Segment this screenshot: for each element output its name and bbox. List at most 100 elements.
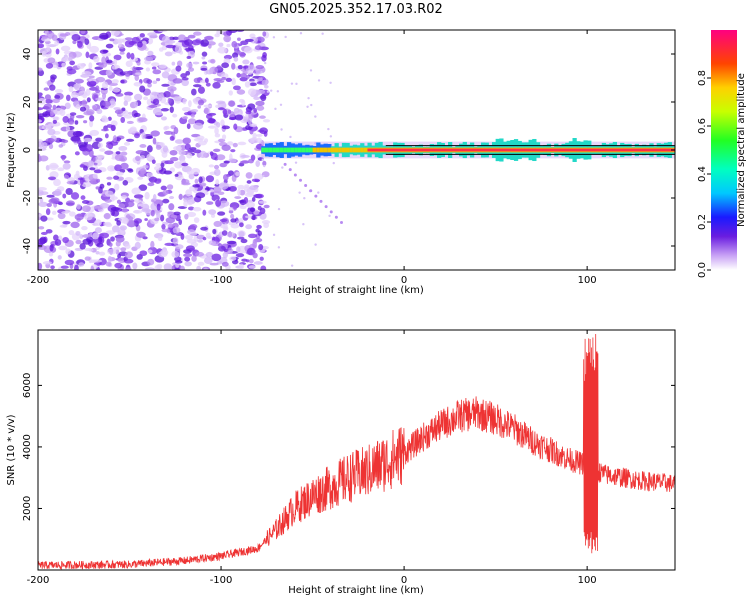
spectrogram-noise-mark — [154, 178, 162, 184]
spectrogram-noise-mark — [110, 206, 120, 212]
spectrogram-noise-mark — [185, 189, 192, 197]
spectrogram-sparse-mark — [281, 166, 284, 169]
spectrogram-noise-mark — [63, 174, 69, 179]
spectrogram-noise-mark — [235, 253, 245, 258]
spectrogram-noise-mark — [226, 232, 236, 238]
spectrogram-noise-mark — [221, 261, 229, 267]
spectrogram-noise-mark — [89, 115, 95, 122]
chart-title: GN05.2025.352.17.03.R02 — [269, 2, 443, 17]
spectrogram-noise-mark — [172, 78, 183, 84]
spectrogram-noise-mark — [62, 220, 71, 225]
spectrogram-y-label: Frequency (Hz) — [6, 112, 17, 188]
spectrogram-noise-mark — [223, 160, 231, 164]
spectrogram-noise-mark — [72, 130, 83, 137]
spectrogram-noise-mark — [46, 45, 51, 53]
spectrogram-noise-mark — [239, 76, 248, 82]
spectrogram-noise-mark — [217, 211, 226, 216]
spectrogram-noise-mark — [174, 173, 179, 177]
spectrogram-noise-mark — [68, 56, 73, 62]
spectrogram-noise-mark — [158, 47, 164, 52]
spectrogram-noise-mark — [75, 239, 82, 245]
spectrogram-noise-mark — [47, 176, 57, 181]
spectrogram-noise-mark — [103, 212, 111, 220]
spectrogram-noise-mark — [133, 67, 144, 71]
spectrogram-noise-mark — [150, 202, 158, 211]
spectrogram-sparse-mark — [314, 243, 317, 246]
spectrogram-noise-mark — [197, 261, 205, 266]
spectrogram-noise-mark — [38, 98, 47, 105]
spectrogram-tone-core — [363, 147, 369, 153]
spectrogram-noise-mark — [44, 40, 51, 45]
spectrogram-noise-mark — [240, 238, 248, 244]
spectrogram-tone-core — [341, 147, 347, 153]
spectrogram-noise-mark — [236, 246, 241, 253]
spectrogram-noise-mark — [262, 31, 267, 37]
spectrogram-noise-mark — [160, 162, 165, 168]
spectrogram-noise-mark — [237, 188, 241, 196]
spectrogram-noise-mark — [230, 218, 237, 223]
spectrogram-noise-mark — [94, 219, 102, 227]
spectrogram-noise-mark — [260, 94, 267, 102]
spectrogram-noise-mark — [88, 160, 94, 166]
spectrogram-noise-mark — [119, 225, 128, 231]
spectrogram-noise-mark — [135, 155, 141, 161]
spectrogram-noise-mark — [80, 74, 90, 78]
spectrogram-noise-mark — [194, 178, 199, 184]
spectrogram-x-tick-label: -200 — [27, 275, 50, 286]
spectrogram-noise-mark — [120, 116, 126, 123]
spectrogram-noise-mark — [75, 104, 81, 110]
spectrogram-noise-mark — [84, 144, 93, 152]
spectrogram-noise-mark — [83, 137, 93, 143]
spectrogram-sparse-mark — [327, 127, 330, 131]
spectrogram-noise-mark — [179, 265, 185, 270]
spectrogram-noise-mark — [203, 36, 214, 41]
spectrogram-tone-core — [345, 147, 350, 153]
spectrogram-tone-core — [319, 147, 325, 153]
spectrogram-noise-mark — [109, 98, 116, 106]
spectrogram-x-tick-label: 0 — [401, 275, 407, 286]
spectrogram-noise-mark — [186, 62, 193, 69]
spectrogram-noise-mark — [218, 245, 226, 252]
spectrogram-noise-mark — [41, 35, 48, 39]
spectrogram-noise-mark — [238, 162, 245, 167]
spectrogram-noise-mark — [174, 267, 180, 270]
spectrogram-noise-mark — [161, 71, 170, 79]
spectrogram-noise-mark — [261, 54, 267, 62]
spectrogram-noise-mark — [214, 133, 221, 138]
colorbar-tick-label: 0.8 — [697, 70, 708, 86]
spectrogram-noise-mark — [208, 164, 215, 168]
spectrogram-noise-mark — [106, 124, 113, 128]
spectrogram-noise-mark — [52, 98, 60, 104]
spectrogram-noise-mark — [228, 100, 236, 107]
spectrogram-noise-mark — [236, 72, 241, 78]
spectrogram-noise-mark — [147, 249, 153, 254]
spectrogram-noise-mark — [45, 62, 54, 69]
spectrogram-noise-mark — [44, 99, 53, 104]
spectrogram-noise-mark — [96, 242, 104, 248]
spectrogram-noise-mark — [236, 89, 246, 95]
spectrogram-noise-mark — [258, 243, 264, 251]
spectrogram-noise-mark — [79, 243, 86, 250]
spectrogram-noise-mark — [40, 215, 48, 222]
snr-y-tick-label: 4000 — [22, 434, 33, 459]
spectrogram-noise-mark — [45, 208, 51, 216]
spectrogram-noise-mark — [125, 60, 133, 68]
spectrogram-noise-mark — [133, 100, 139, 108]
spectrogram-sparse-mark — [329, 81, 332, 84]
spectrogram-noise-mark — [118, 39, 122, 48]
spectrogram-noise-mark — [64, 102, 71, 110]
spectrogram-noise-mark — [39, 155, 49, 162]
spectrogram-sparse-mark — [277, 246, 281, 249]
spectrogram-noise-mark — [238, 263, 245, 270]
spectrogram-noise-mark — [85, 51, 90, 59]
spectrogram-noise-mark — [165, 44, 176, 49]
spectrogram-noise-mark — [102, 100, 112, 107]
spectrogram-noise-mark — [252, 241, 258, 248]
spectrogram-noise-mark — [182, 137, 192, 145]
spectrogram-streak-mark — [314, 194, 318, 198]
spectrogram-tone-core — [323, 147, 328, 153]
spectrogram-noise-mark — [192, 206, 202, 212]
spectrogram-sparse-mark — [272, 36, 276, 39]
spectrogram-sparse-mark — [309, 69, 313, 72]
spectrogram-noise-mark — [255, 193, 264, 199]
